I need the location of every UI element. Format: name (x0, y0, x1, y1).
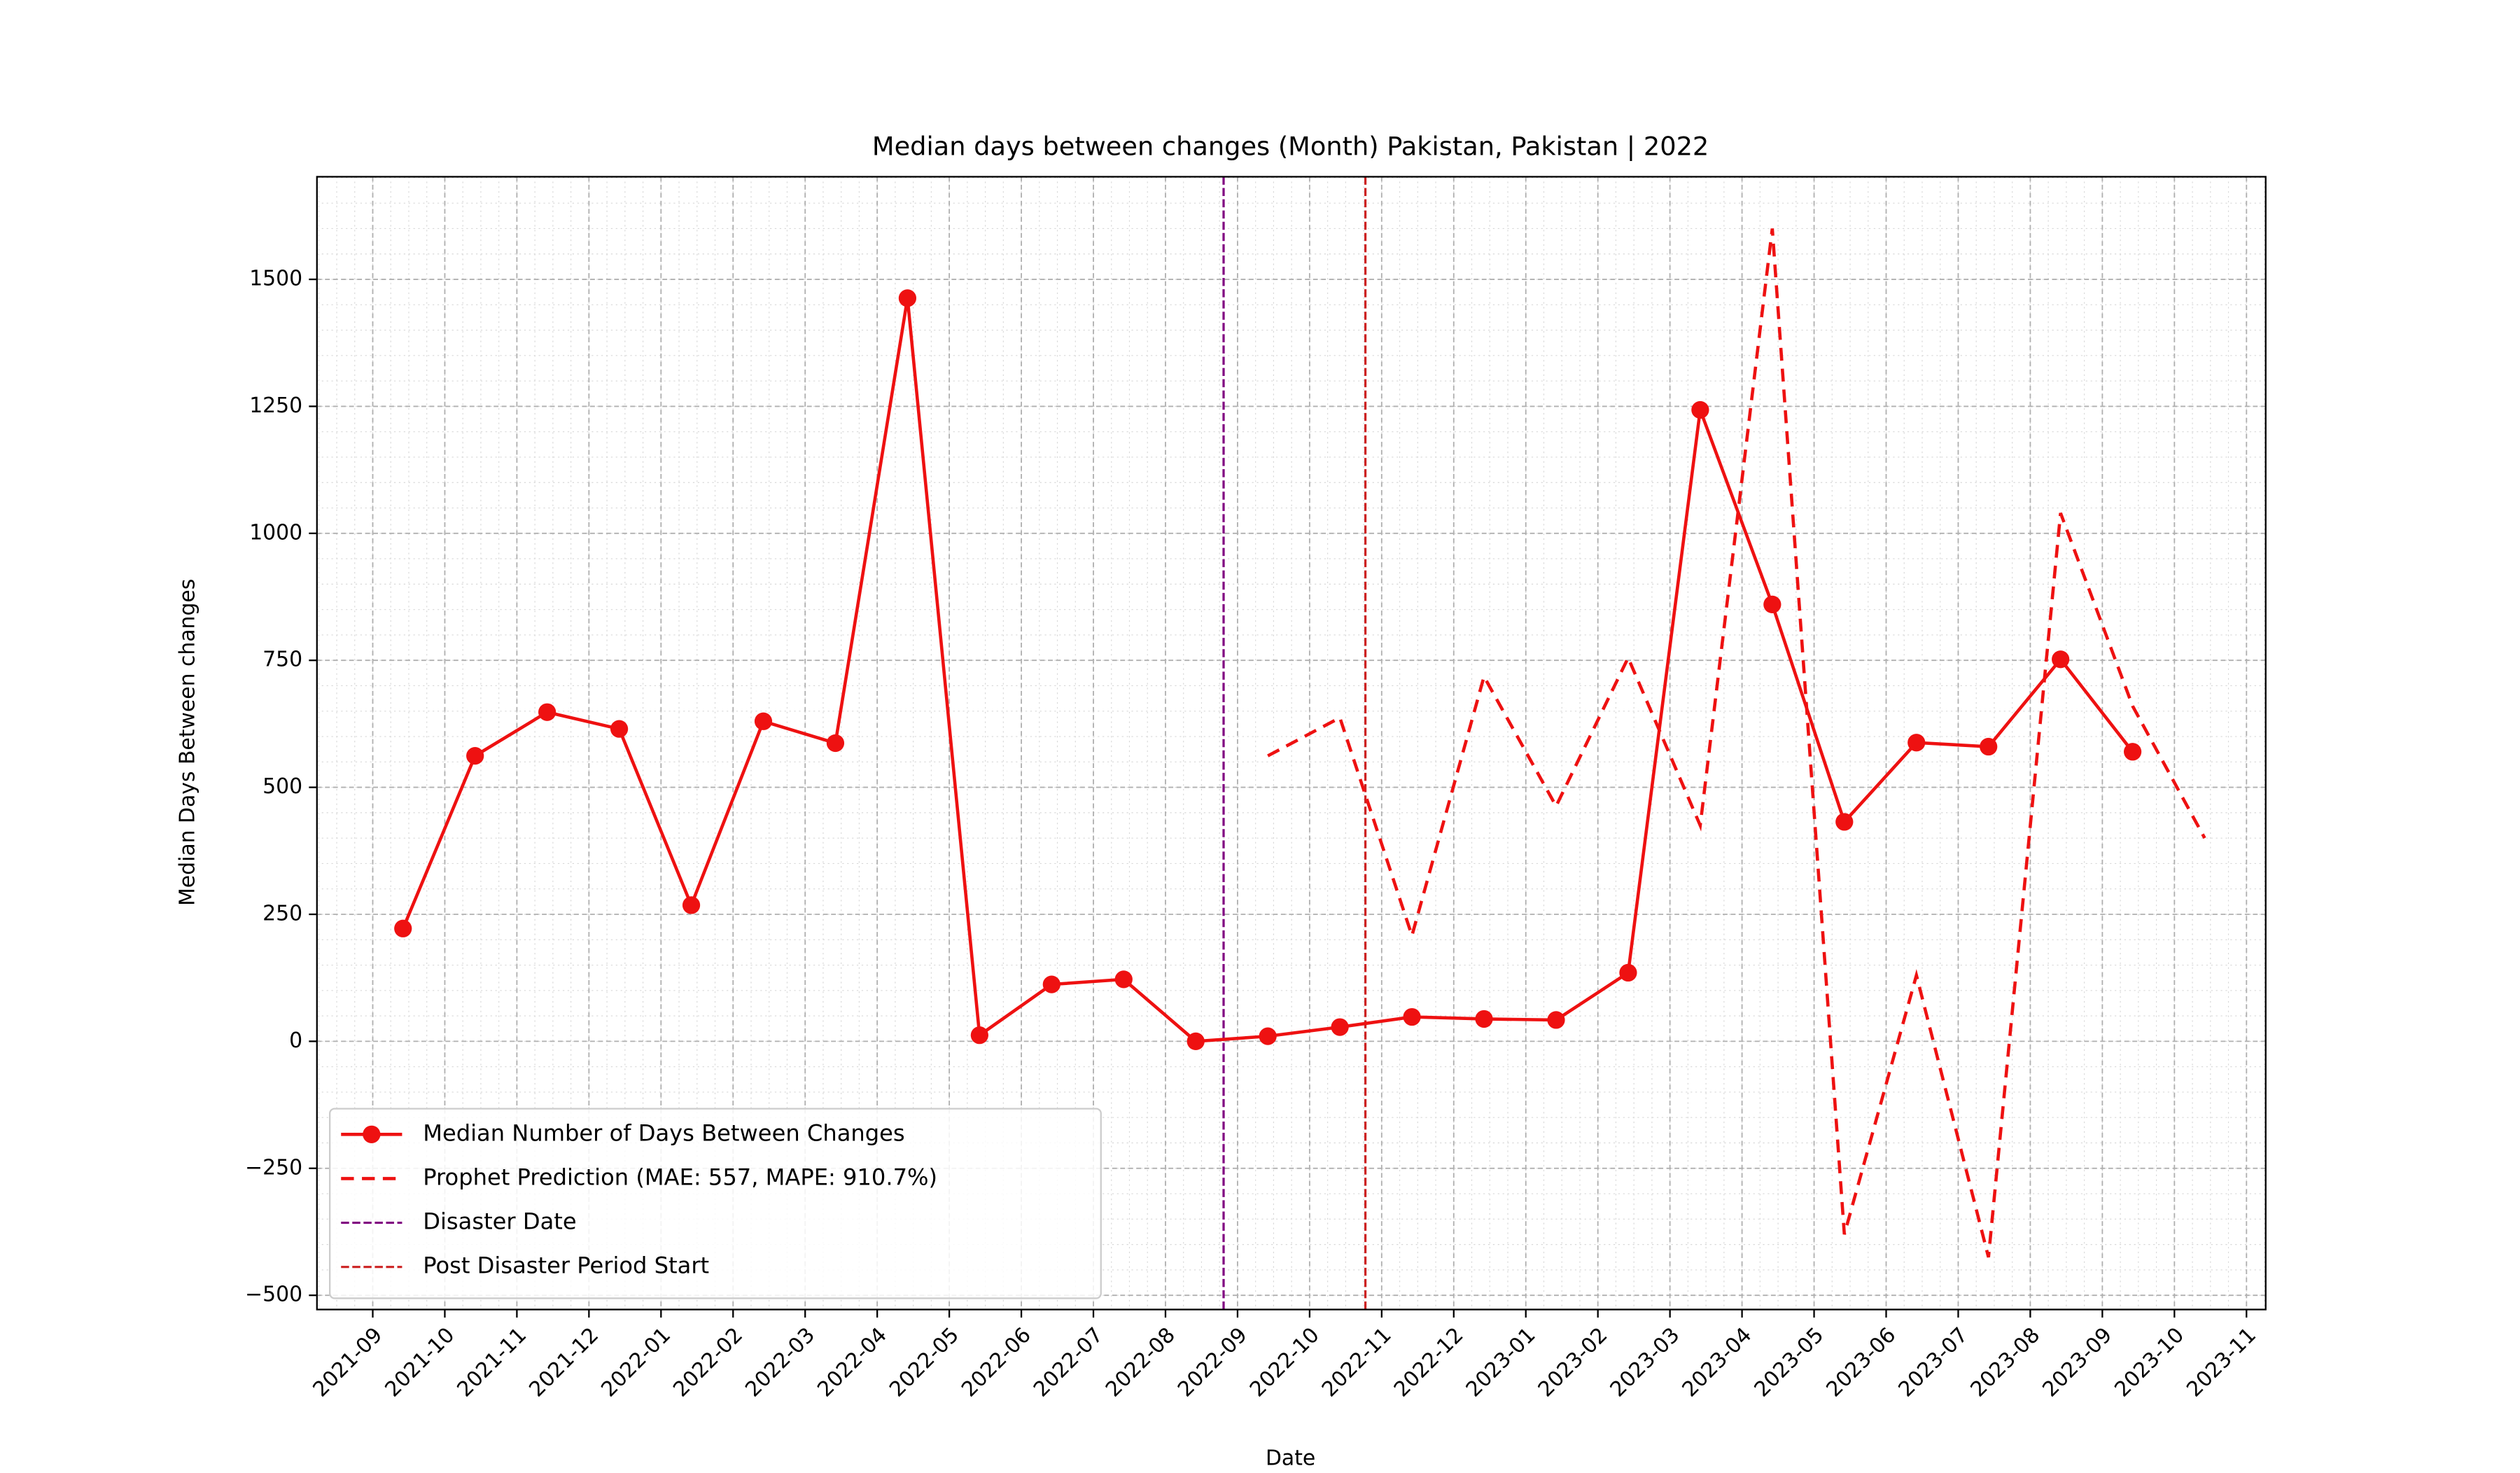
marker (2052, 650, 2070, 669)
legend-box (329, 1108, 1102, 1299)
y-tick-label: −500 (245, 1283, 302, 1307)
legend-marker (363, 1125, 381, 1143)
marker (1403, 1007, 1421, 1026)
y-tick-label: 1500 (249, 267, 302, 291)
marker (682, 896, 701, 914)
marker (1186, 1032, 1205, 1051)
y-tick-label: 1000 (249, 520, 302, 545)
marker (754, 712, 773, 730)
marker (2123, 743, 2142, 761)
marker (1475, 1010, 1493, 1028)
plot-frame (316, 176, 2267, 1311)
marker (394, 919, 412, 937)
y-tick-label: 750 (262, 648, 302, 672)
marker (1619, 963, 1637, 982)
series-line (1267, 228, 2206, 1258)
chart-title: Median days between changes (Month) Paki… (872, 132, 1709, 162)
x-axis-label: Date (1266, 1446, 1315, 1470)
marker (1907, 734, 1926, 752)
y-tick-label: 1250 (249, 393, 302, 418)
marker (1835, 813, 1854, 831)
y-axis-label: Median Days Between changes (176, 579, 200, 906)
marker (466, 746, 484, 765)
marker (970, 1026, 988, 1045)
marker (1114, 970, 1133, 989)
marker (610, 720, 629, 738)
legend-label: Disaster Date (423, 1208, 576, 1235)
legend-label: Post Disaster Period Start (423, 1252, 709, 1279)
y-tick-label: 0 (289, 1028, 302, 1053)
marker (1691, 400, 1709, 419)
marker (1042, 975, 1060, 993)
marker (1980, 737, 1998, 756)
marker (538, 703, 556, 721)
y-tick-label: 250 (262, 901, 302, 926)
legend-label: Median Number of Days Between Changes (423, 1119, 904, 1146)
legend: Median Number of Days Between Changes Pro… (329, 1108, 1102, 1299)
marker (1763, 595, 1782, 614)
marker (1547, 1011, 1565, 1029)
y-tick-label: 500 (262, 774, 302, 799)
marker (898, 289, 917, 307)
marker (1259, 1027, 1277, 1045)
marker (1331, 1018, 1349, 1036)
y-tick-label: −250 (245, 1155, 302, 1180)
marker (826, 734, 845, 753)
legend-label: Prophet Prediction (MAE: 557, MAPE: 910.… (423, 1164, 937, 1190)
